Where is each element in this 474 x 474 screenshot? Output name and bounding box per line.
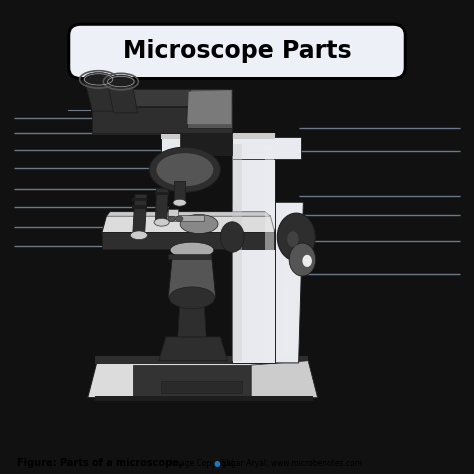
Ellipse shape bbox=[130, 231, 147, 239]
Polygon shape bbox=[232, 204, 254, 361]
Ellipse shape bbox=[173, 199, 186, 206]
Ellipse shape bbox=[170, 242, 214, 258]
Polygon shape bbox=[108, 86, 137, 113]
Polygon shape bbox=[85, 83, 116, 111]
Polygon shape bbox=[92, 107, 232, 133]
Ellipse shape bbox=[289, 243, 316, 276]
Bar bbox=[155, 192, 169, 195]
Polygon shape bbox=[232, 141, 275, 363]
Ellipse shape bbox=[175, 216, 183, 221]
Polygon shape bbox=[133, 194, 147, 235]
Text: Sagar Aryal, www.microbenotes.com: Sagar Aryal, www.microbenotes.com bbox=[219, 458, 362, 467]
Text: ●: ● bbox=[213, 458, 220, 467]
Polygon shape bbox=[232, 144, 242, 361]
Polygon shape bbox=[187, 90, 231, 124]
Polygon shape bbox=[118, 90, 232, 107]
Ellipse shape bbox=[154, 219, 169, 226]
Bar bbox=[95, 396, 313, 401]
Polygon shape bbox=[161, 133, 275, 139]
Ellipse shape bbox=[220, 222, 244, 252]
Polygon shape bbox=[282, 207, 300, 358]
Text: Figure: Parts of a microscope,: Figure: Parts of a microscope, bbox=[17, 458, 182, 468]
Bar bbox=[132, 205, 147, 209]
Polygon shape bbox=[102, 215, 275, 233]
Ellipse shape bbox=[107, 75, 135, 88]
Ellipse shape bbox=[168, 216, 175, 221]
Polygon shape bbox=[107, 212, 270, 216]
Polygon shape bbox=[102, 232, 275, 249]
Polygon shape bbox=[232, 202, 303, 363]
Polygon shape bbox=[265, 146, 274, 358]
Ellipse shape bbox=[180, 214, 218, 234]
Ellipse shape bbox=[149, 147, 220, 192]
FancyBboxPatch shape bbox=[69, 24, 405, 79]
Bar bbox=[95, 356, 308, 364]
Polygon shape bbox=[180, 124, 232, 155]
Polygon shape bbox=[168, 249, 216, 298]
Bar bbox=[168, 209, 178, 216]
Ellipse shape bbox=[156, 153, 213, 186]
Ellipse shape bbox=[83, 73, 114, 86]
Polygon shape bbox=[159, 337, 228, 361]
Ellipse shape bbox=[287, 231, 299, 247]
Polygon shape bbox=[133, 365, 251, 398]
Polygon shape bbox=[232, 137, 301, 159]
Text: Microscope Parts: Microscope Parts bbox=[123, 39, 351, 63]
Bar bbox=[132, 198, 147, 201]
Polygon shape bbox=[174, 181, 185, 202]
Polygon shape bbox=[161, 133, 275, 155]
Bar bbox=[168, 255, 211, 259]
Polygon shape bbox=[178, 298, 206, 337]
Ellipse shape bbox=[302, 255, 312, 267]
Polygon shape bbox=[155, 189, 168, 222]
Polygon shape bbox=[187, 90, 232, 128]
Bar bbox=[161, 381, 242, 393]
Polygon shape bbox=[88, 361, 318, 398]
Ellipse shape bbox=[169, 287, 215, 309]
Ellipse shape bbox=[277, 213, 315, 261]
Text: Image Copyright: Image Copyright bbox=[168, 458, 237, 467]
Polygon shape bbox=[251, 361, 318, 398]
Bar bbox=[168, 215, 204, 220]
